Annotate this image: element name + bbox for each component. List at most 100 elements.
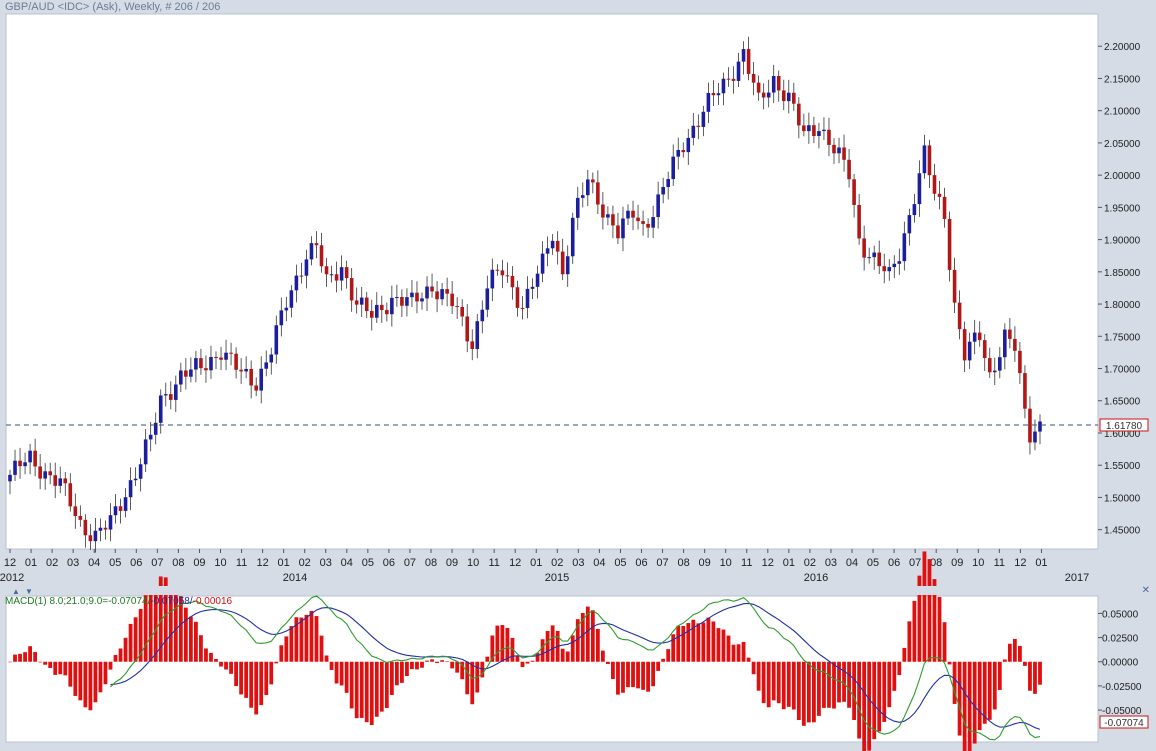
candle-body	[224, 352, 228, 360]
macd-hist-bar	[244, 661, 249, 698]
macd-hist-bar	[18, 653, 22, 662]
x-month-label: 09	[193, 557, 205, 569]
candle-body	[601, 204, 605, 218]
candle-body	[525, 288, 530, 308]
pane-splitter[interactable]: ▲ ▼ ✕	[0, 585, 1156, 596]
candle-body	[108, 515, 113, 530]
macd-hist-bar	[872, 661, 877, 740]
candle-body	[249, 368, 253, 386]
candle-body	[992, 370, 997, 373]
macd-hist-bar	[500, 625, 505, 662]
macd-hist-bar	[952, 661, 957, 704]
macd-hist-bar	[907, 621, 912, 662]
candle-body	[13, 460, 17, 475]
candle-body	[842, 147, 846, 160]
candle-body	[314, 243, 319, 246]
macd-hist-bar	[299, 617, 304, 662]
candle-body	[837, 147, 841, 154]
macd-hist-bar	[671, 634, 676, 662]
macd-hist-bar	[314, 616, 319, 662]
macd-hist-bar	[113, 655, 118, 662]
macd-hist-bar	[696, 623, 701, 662]
candle-body	[158, 395, 163, 423]
macd-hist-bar	[38, 661, 43, 663]
macd-hist-bar	[520, 661, 525, 668]
candle-body	[294, 275, 299, 291]
macd-hist-bar	[786, 661, 791, 707]
candle-body	[395, 297, 399, 299]
price-y-tick-label: 1.50000	[1104, 493, 1141, 504]
candle-body	[580, 195, 585, 198]
macd-hist-bar	[575, 619, 580, 662]
macd-hist-bar	[580, 613, 585, 662]
macd-hist-bar	[746, 657, 751, 662]
candle-body	[38, 466, 42, 479]
macd-hist-bar	[832, 661, 836, 709]
x-month-label: 10	[972, 557, 984, 569]
x-month-label: 10	[720, 557, 732, 569]
macd-y-tick-label: -0.05000	[1102, 706, 1142, 717]
macd-hist-bar	[565, 651, 570, 662]
candle-body	[133, 478, 138, 481]
candle-body	[163, 394, 168, 396]
candle-body	[289, 290, 294, 308]
macd-hist-bar	[731, 644, 736, 662]
candle-body	[204, 368, 208, 371]
x-month-label: 11	[741, 557, 752, 569]
macd-hist-bar	[209, 652, 213, 662]
macd-hist-bar	[1023, 661, 1027, 666]
close-pane-icon[interactable]: ✕	[1141, 585, 1150, 596]
candle-body	[505, 275, 510, 277]
candle-body	[369, 311, 374, 318]
macd-hist-bar	[947, 661, 952, 665]
macd-hist-bar	[595, 629, 600, 662]
macd-legend-main: MACD(1) 8.0;21.0;9.0=-0.07074/	[5, 596, 151, 607]
macd-hist-bar	[98, 661, 103, 693]
candle-body	[555, 240, 560, 252]
macd-hist-bar	[435, 661, 439, 664]
candle-body	[606, 214, 610, 218]
candle-body	[148, 434, 153, 440]
macd-hist-bar	[721, 629, 726, 662]
macd-hist-bar	[168, 588, 173, 662]
price-y-tick-label: 1.95000	[1104, 203, 1141, 214]
x-month-label: 07	[404, 557, 416, 569]
candle-body	[1003, 329, 1007, 358]
candle-body	[706, 92, 711, 112]
macd-hist-bar	[756, 661, 761, 691]
candle-body	[128, 480, 133, 498]
pane-down-arrow-icon[interactable]: ▼	[25, 587, 33, 596]
candle-body	[229, 352, 233, 354]
candle-body	[78, 515, 83, 520]
macd-hist-bar	[716, 628, 721, 662]
macd-hist-bar	[133, 617, 138, 662]
macd-hist-bar	[1018, 645, 1022, 662]
macd-hist-bar	[1038, 661, 1042, 685]
macd-legend-hist: -0.00016	[192, 596, 233, 607]
candle-body	[681, 149, 686, 153]
macd-hist-bar	[415, 661, 419, 670]
x-month-label: 02	[299, 557, 311, 569]
candle-body	[686, 137, 691, 153]
macd-hist-bar	[535, 652, 540, 662]
candle-body	[123, 497, 128, 511]
macd-hist-bar	[902, 647, 907, 662]
candle-body	[661, 187, 665, 195]
candle-body	[631, 210, 635, 218]
macd-hist-bar	[183, 607, 188, 662]
candle-body	[420, 298, 424, 302]
macd-legend-signal: -0.07058/	[150, 596, 193, 607]
candle-body	[68, 483, 73, 507]
macd-hist-bar	[801, 661, 806, 726]
macd-hist-bar	[324, 655, 329, 662]
x-month-label: 03	[67, 557, 79, 569]
time-x-axis: 12 01 02 03 04 05 06 07 08 09 10 11 12 01 02 03 04 05 06 07…	[0, 549, 1089, 584]
candle-body	[827, 129, 831, 145]
candle-body	[219, 357, 223, 360]
macd-hist-bar	[530, 660, 535, 662]
candle-body	[465, 316, 470, 342]
macd-hist-bar	[937, 596, 942, 662]
macd-y-tick-label: 0.02500	[1102, 634, 1139, 645]
pane-up-arrow-icon[interactable]: ▲	[12, 587, 20, 596]
macd-hist-bar	[93, 661, 98, 703]
